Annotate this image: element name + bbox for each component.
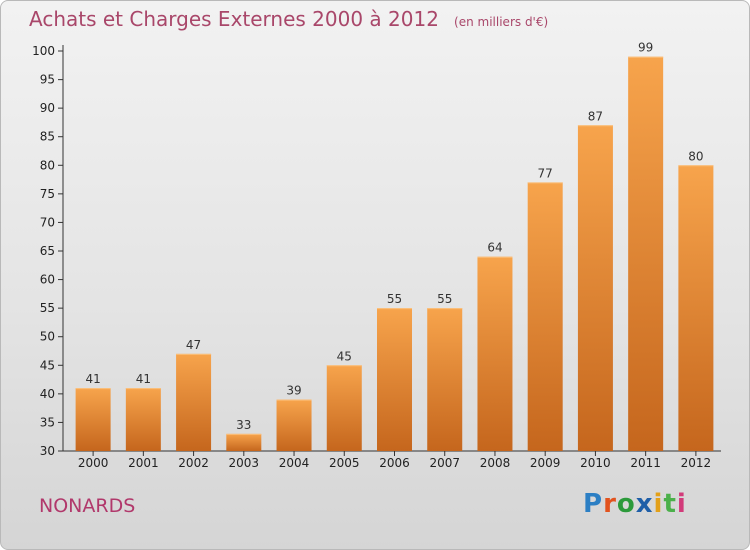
logo-letter: r bbox=[603, 489, 617, 519]
y-tick-label: 30 bbox=[40, 444, 55, 458]
bar bbox=[276, 399, 312, 451]
y-tick-label: 65 bbox=[40, 244, 55, 258]
bar bbox=[527, 182, 563, 451]
bar bbox=[226, 433, 262, 451]
bar-value-label: 39 bbox=[286, 384, 301, 398]
bar-value-label: 55 bbox=[437, 292, 452, 306]
y-tick-label: 100 bbox=[32, 44, 55, 58]
y-tick-label: 80 bbox=[40, 158, 55, 172]
bar-value-label: 41 bbox=[136, 372, 151, 386]
bar bbox=[377, 308, 412, 451]
bar bbox=[326, 365, 362, 451]
bar-value-label: 47 bbox=[186, 338, 201, 352]
y-tick-label: 35 bbox=[40, 415, 55, 429]
x-tick-label: 2009 bbox=[530, 456, 561, 470]
bar-value-label: 45 bbox=[337, 349, 352, 363]
x-tick-label: 2010 bbox=[580, 456, 611, 470]
x-tick-label: 2007 bbox=[429, 456, 460, 470]
bar-value-label: 55 bbox=[387, 292, 402, 306]
x-tick-label: 2011 bbox=[630, 456, 661, 470]
bar-value-label: 77 bbox=[538, 166, 553, 180]
title-unit: (en milliers d'€) bbox=[454, 15, 549, 29]
y-tick-label: 90 bbox=[40, 101, 55, 115]
y-tick-label: 55 bbox=[40, 301, 55, 315]
bar bbox=[577, 125, 613, 452]
x-tick-label: 2001 bbox=[128, 456, 159, 470]
bar bbox=[628, 56, 664, 451]
y-tick-label: 95 bbox=[40, 73, 55, 87]
proxiti-logo: Proxiti bbox=[583, 489, 687, 519]
logo-letter: x bbox=[635, 489, 654, 519]
x-tick-label: 2000 bbox=[78, 456, 109, 470]
y-tick-label: 75 bbox=[40, 187, 55, 201]
bar-value-label: 41 bbox=[85, 372, 100, 386]
logo-letter: i bbox=[676, 489, 687, 519]
bar-value-label: 99 bbox=[638, 41, 653, 55]
y-tick-label: 40 bbox=[40, 387, 55, 401]
logo-letter: t bbox=[663, 489, 677, 519]
bar bbox=[75, 388, 111, 451]
x-tick-label: 2012 bbox=[681, 456, 712, 470]
x-tick-label: 2002 bbox=[178, 456, 209, 470]
chart-title: Achats et Charges Externes 2000 à 2012 (… bbox=[29, 7, 548, 31]
bar-value-label: 80 bbox=[688, 149, 703, 163]
x-tick-label: 2008 bbox=[480, 456, 511, 470]
bar bbox=[678, 165, 714, 452]
bar-value-label: 87 bbox=[588, 109, 603, 123]
bar bbox=[427, 308, 463, 451]
logo-letter: o bbox=[616, 489, 636, 519]
bar bbox=[477, 256, 513, 451]
bar bbox=[176, 353, 212, 451]
x-tick-label: 2006 bbox=[379, 456, 410, 470]
title-text: Achats et Charges Externes 2000 à 2012 bbox=[29, 7, 439, 31]
y-tick-label: 60 bbox=[40, 273, 55, 287]
bar-value-label: 64 bbox=[487, 241, 502, 255]
logo-letter: i bbox=[653, 489, 664, 519]
bar bbox=[125, 388, 161, 451]
x-tick-label: 2005 bbox=[329, 456, 360, 470]
x-tick-label: 2004 bbox=[279, 456, 310, 470]
bar-value-label: 33 bbox=[236, 418, 251, 432]
y-tick-label: 85 bbox=[40, 130, 55, 144]
y-tick-label: 70 bbox=[40, 215, 55, 229]
x-tick-label: 2003 bbox=[229, 456, 260, 470]
logo-letter: P bbox=[583, 489, 604, 519]
commune-name: NONARDS bbox=[39, 495, 136, 517]
y-tick-label: 50 bbox=[40, 330, 55, 344]
y-tick-label: 45 bbox=[40, 358, 55, 372]
